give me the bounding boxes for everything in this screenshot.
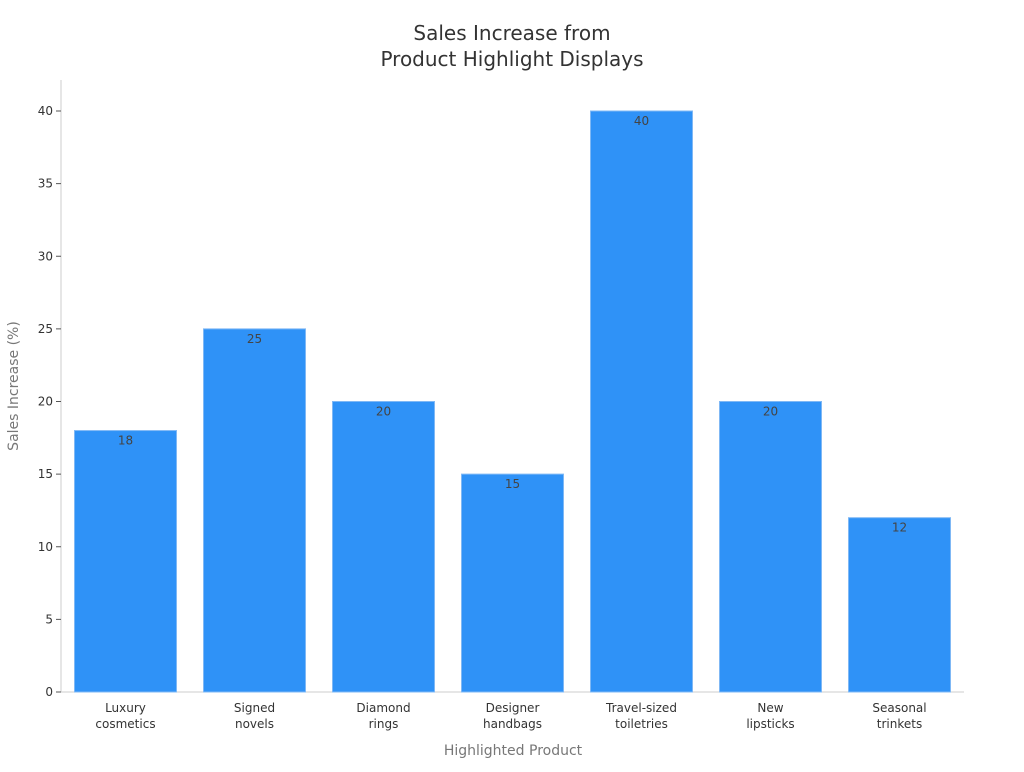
bar-value-label: 40 (634, 114, 649, 128)
bar (590, 110, 693, 693)
x-tick-label-line: Seasonal (872, 701, 926, 715)
bar (332, 401, 435, 693)
bar-value-label: 20 (763, 405, 778, 419)
x-tick-label: New lipsticks (746, 701, 794, 731)
bar-value-label: 20 (376, 405, 391, 419)
bar (719, 401, 822, 693)
bars: 18 25 20 15 40 20 12 (74, 110, 951, 693)
x-tick-label-line: lipsticks (746, 717, 794, 731)
x-tick-label: Diamond rings (356, 701, 410, 731)
bar (461, 473, 564, 693)
bar (848, 517, 951, 693)
y-axis-title: Sales Increase (%) (6, 321, 22, 451)
bar (74, 430, 177, 693)
x-tick-label-line: trinkets (877, 717, 922, 731)
x-tick-label-line: handbags (483, 717, 542, 731)
x-axis-title: Highlighted Product (444, 743, 583, 759)
x-tick-label-line: Travel-sized (605, 701, 677, 715)
y-tick-label: 5 (45, 612, 53, 626)
x-tick-label-line: toiletries (615, 717, 668, 731)
y-tick-label: 15 (38, 467, 53, 481)
x-tick-label: Luxury cosmetics (95, 701, 155, 731)
x-tick-label-line: cosmetics (95, 717, 155, 731)
y-tick-label: 35 (38, 177, 53, 191)
x-tick-label-line: novels (235, 717, 274, 731)
bar-value-label: 18 (118, 434, 133, 448)
chart-title: Sales Increase from Product Highlight Di… (380, 21, 643, 71)
bar (203, 328, 306, 693)
x-tick-label-line: rings (369, 717, 399, 731)
x-tick-label-line: Signed (234, 701, 275, 715)
x-tick-label-line: Designer (486, 701, 540, 715)
bar-value-label: 15 (505, 477, 520, 491)
bar-value-label: 25 (247, 332, 262, 346)
x-tick-label: Seasonal trinkets (872, 701, 926, 731)
x-tick-label-line: Luxury (105, 701, 146, 715)
y-tick-label: 20 (38, 395, 53, 409)
y-tick-label: 25 (38, 322, 53, 336)
chart-title-line-1: Sales Increase from (413, 21, 610, 45)
y-ticks: 0 5 10 15 20 25 30 35 40 (38, 104, 61, 699)
y-tick-label: 30 (38, 249, 53, 263)
y-tick-label: 0 (45, 685, 53, 699)
x-tick-label-line: Diamond (356, 701, 410, 715)
x-tick-label-line: New (757, 701, 783, 715)
x-tick-label: Designer handbags (483, 701, 542, 731)
y-tick-label: 10 (38, 540, 53, 554)
x-tick-label: Travel-sized toiletries (605, 701, 677, 731)
bar-value-label: 12 (892, 521, 907, 535)
chart-title-line-2: Product Highlight Displays (380, 47, 643, 71)
x-tick-label: Signed novels (234, 701, 275, 731)
y-tick-label: 40 (38, 104, 53, 118)
